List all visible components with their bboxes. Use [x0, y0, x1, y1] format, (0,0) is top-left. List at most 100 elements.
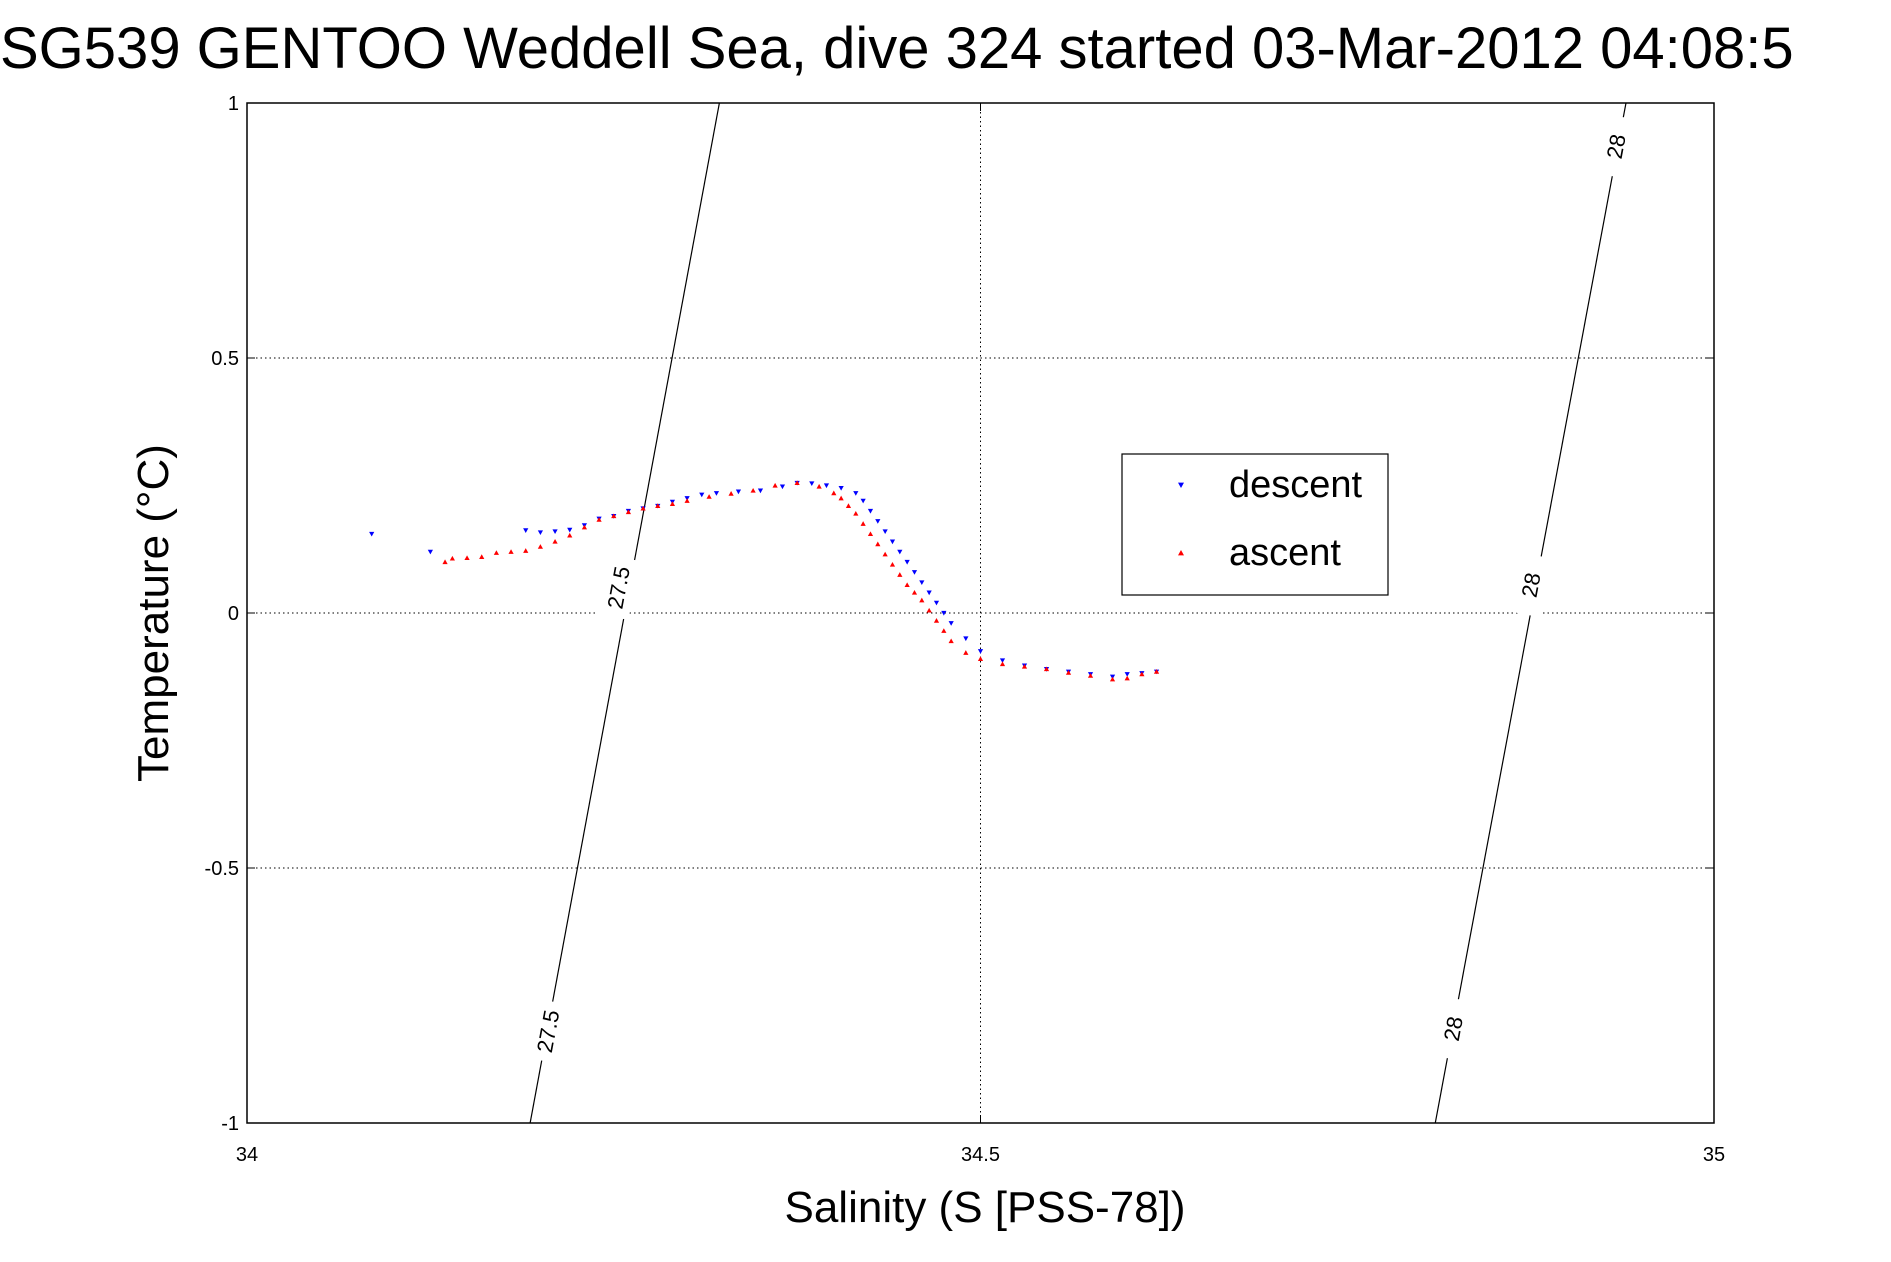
ascent-point: [1124, 675, 1130, 681]
ascent-point: [684, 498, 690, 503]
descent-point: [941, 610, 947, 616]
descent-point: [897, 549, 903, 555]
descent-point: [735, 489, 742, 495]
ascent-point: [655, 503, 661, 508]
ascent-point: [867, 531, 874, 537]
axis-ticks: 34 34.5 35 -1 -0.5 0 0.5 1: [205, 93, 1726, 1166]
descent-point: [853, 491, 859, 496]
descent-point: [889, 539, 896, 545]
descent-point: [369, 531, 375, 537]
ascent-point: [963, 650, 969, 655]
ascent-point: [508, 549, 514, 554]
ascent-point: [816, 483, 822, 489]
contour-label-background: [596, 555, 640, 620]
descent-point: [523, 528, 529, 533]
legend-marker-descent: [1178, 482, 1184, 488]
contour-label-background: [526, 998, 569, 1064]
y-tick-label: -1: [221, 1113, 239, 1135]
ascent-point: [941, 628, 947, 633]
descent-point: [809, 481, 815, 487]
descent-point: [963, 636, 969, 642]
ascent-point: [919, 597, 925, 603]
ascent-point: [1153, 669, 1160, 674]
ascent-point: [611, 513, 617, 519]
descent-point: [552, 529, 558, 534]
y-axis-label: Temperature (°C): [129, 444, 178, 782]
legend-box: [1121, 453, 1389, 596]
ascent-point: [794, 480, 800, 486]
descent-point: [537, 530, 543, 536]
ascent-point: [1065, 670, 1072, 675]
ascent-point: [596, 517, 602, 522]
x-tick-label: 34: [236, 1144, 258, 1166]
descent-point: [867, 508, 874, 514]
ascent-point: [523, 548, 529, 553]
ascent-point: [845, 503, 852, 508]
x-axis-label: Salinity (S [PSS-78]): [784, 1183, 1185, 1232]
ascent-point: [977, 656, 984, 661]
ascent-point: [449, 555, 455, 561]
descent-point: [911, 570, 918, 575]
ascent-point: [772, 482, 778, 488]
descent-point: [919, 580, 925, 585]
contour-label-background: [1509, 552, 1552, 618]
ascent-point: [904, 582, 910, 588]
legend: descent ascent: [1121, 453, 1389, 596]
descent-point: [977, 649, 984, 654]
ascent-point: [911, 590, 918, 595]
ascent-point: [999, 661, 1006, 667]
legend-marker-ascent: [1178, 550, 1184, 556]
ascent-point: [897, 572, 903, 577]
ascent-point: [669, 501, 676, 506]
ascent-point: [933, 618, 940, 623]
ascent-point: [1043, 666, 1050, 672]
ascent-point: [493, 550, 499, 555]
ascent-point: [926, 607, 932, 613]
ascent-point: [1109, 676, 1116, 682]
y-tick-label: -0.5: [205, 858, 239, 880]
ascent-point: [537, 544, 543, 549]
ascent-point: [889, 561, 896, 567]
ascent-point: [625, 509, 632, 515]
contour-label: 28: [1439, 1014, 1468, 1043]
ascent-point: [552, 539, 558, 544]
x-tick-label: 34.5: [961, 1144, 1000, 1166]
ascent-point: [882, 551, 888, 557]
ascent-point: [464, 555, 470, 560]
y-tick-label: 0.5: [211, 348, 239, 370]
x-tick-label: 35: [1703, 1144, 1725, 1166]
descent-point: [838, 485, 844, 491]
descent-point: [1124, 672, 1130, 677]
ascent-point: [853, 510, 859, 516]
descent-point: [699, 492, 705, 498]
ascent-point: [1139, 671, 1145, 677]
descent-point: [882, 529, 888, 534]
descent-point: [823, 483, 830, 489]
ascent-point: [750, 488, 756, 493]
ascent-point: [581, 524, 588, 530]
ascent-point: [860, 521, 866, 526]
ascent-point: [875, 541, 881, 547]
descent-point: [999, 658, 1006, 664]
descent-point: [713, 491, 720, 496]
descent-point: [933, 600, 940, 606]
grid-lines: [247, 103, 1714, 1123]
legend-label-ascent: ascent: [1229, 532, 1341, 574]
descent-point: [926, 590, 932, 596]
data-series: [369, 480, 1160, 682]
chart-title: SG539 GENTOO Weddell Sea, dive 324 start…: [0, 16, 1794, 81]
ascent-point: [831, 490, 837, 496]
descent-point: [757, 488, 764, 494]
ascent-point: [838, 495, 844, 501]
ascent-point: [442, 559, 448, 565]
descent-point: [567, 527, 573, 533]
descent-point: [860, 498, 866, 504]
contour-label: 28: [1602, 132, 1631, 161]
legend-label-descent: descent: [1229, 464, 1363, 506]
ascent-point: [728, 491, 734, 496]
ascent-point: [1087, 673, 1094, 678]
contour-label-background: [1594, 113, 1637, 179]
y-tick-label: 1: [228, 93, 239, 115]
